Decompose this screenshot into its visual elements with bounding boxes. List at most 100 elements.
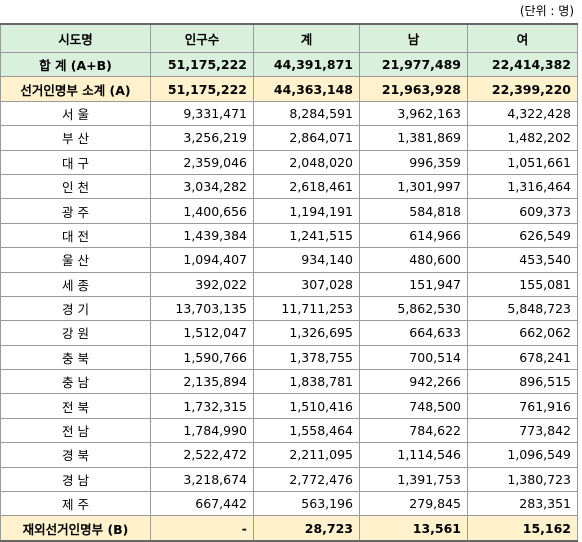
number-cell: 563,196 <box>253 491 360 517</box>
number-cell: 1,732,315 <box>150 393 254 419</box>
table-row: 서 울 9,331,471 8,284,591 3,962,163 4,322,428 <box>0 100 578 127</box>
number-cell: 1,391,753 <box>359 466 468 493</box>
region-cell: 대 구 <box>0 149 151 175</box>
table-header: 시도명 인구수 계 남 여 <box>0 23 578 53</box>
number-cell: 392,022 <box>150 271 254 297</box>
region-cell: 경 남 <box>0 466 151 493</box>
header-cell: 남 <box>359 23 468 53</box>
number-cell: 700,514 <box>359 344 468 371</box>
number-cell: 307,028 <box>253 271 360 297</box>
region-cell: 대 전 <box>0 222 151 249</box>
unit-note: (단위 : 명) <box>519 4 574 18</box>
number-cell: 2,864,071 <box>253 125 360 151</box>
table-row: 광 주 1,400,656 1,194,191 584,818 609,373 <box>0 198 578 224</box>
number-cell: 1,114,546 <box>359 442 468 468</box>
number-cell: 1,051,661 <box>467 149 578 175</box>
number-cell: 28,723 <box>253 515 360 542</box>
number-cell: 8,284,591 <box>253 100 360 127</box>
region-cell: 울 산 <box>0 247 151 273</box>
number-cell: 2,522,472 <box>150 442 254 468</box>
number-cell: 662,062 <box>467 320 578 346</box>
number-cell: 748,500 <box>359 393 468 419</box>
number-cell: 2,135,894 <box>150 369 254 395</box>
number-cell: 51,175,222 <box>150 76 254 102</box>
number-cell: 22,399,220 <box>467 76 578 102</box>
number-cell: 13,561 <box>359 515 468 542</box>
number-cell: 5,848,723 <box>467 295 578 322</box>
region-cell: 합 계 (A+B) <box>0 51 151 78</box>
population-table: 시도명 인구수 계 남 여 합 계 (A+B) 51,175,222 44,391,871 2… <box>0 23 578 542</box>
number-cell: 1,784,990 <box>150 417 254 444</box>
number-cell: 2,211,095 <box>253 442 360 468</box>
header-cell: 여 <box>467 23 578 53</box>
number-cell: 1,590,766 <box>150 344 254 371</box>
number-cell: 3,256,219 <box>150 125 254 151</box>
number-cell: 584,818 <box>359 198 468 224</box>
region-cell: 재외선거인명부 (B) <box>0 515 151 542</box>
number-cell: 1,301,997 <box>359 173 468 200</box>
header-cell: 계 <box>253 23 360 53</box>
number-cell: 2,048,020 <box>253 149 360 175</box>
number-cell: 51,175,222 <box>150 51 254 78</box>
number-cell: 1,838,781 <box>253 369 360 395</box>
number-cell: 1,241,515 <box>253 222 360 249</box>
header-row: 시도명 인구수 계 남 여 <box>0 23 578 53</box>
region-cell: 강 원 <box>0 320 151 346</box>
number-cell: 626,549 <box>467 222 578 249</box>
header-cell: 인구수 <box>150 23 254 53</box>
number-cell: 15,162 <box>467 515 578 542</box>
table-row: 경 기 13,703,135 11,711,253 5,862,530 5,848,72… <box>0 295 578 322</box>
number-cell: 1,194,191 <box>253 198 360 224</box>
table-row: 전 북 1,732,315 1,510,416 748,500 761,916 <box>0 393 578 419</box>
number-cell: 2,359,046 <box>150 149 254 175</box>
number-cell: 283,351 <box>467 491 578 517</box>
number-cell: 21,977,489 <box>359 51 468 78</box>
table-row: 선거인명부 소계 (A) 51,175,222 44,363,148 21,963,9… <box>0 76 578 102</box>
table-row: 세 종 392,022 307,028 151,947 155,081 <box>0 271 578 297</box>
region-cell: 경 기 <box>0 295 151 322</box>
number-cell: 934,140 <box>253 247 360 273</box>
number-cell: 1,381,869 <box>359 125 468 151</box>
number-cell: 678,241 <box>467 344 578 371</box>
number-cell: 2,618,461 <box>253 173 360 200</box>
number-cell: 1,482,202 <box>467 125 578 151</box>
table-row: 재외선거인명부 (B) -28,723 13,561 15,162 <box>0 515 578 542</box>
number-cell: 996,359 <box>359 149 468 175</box>
number-cell: 1,094,407 <box>150 247 254 273</box>
table-row: 충 남 2,135,894 1,838,781 942,266 896,515 <box>0 369 578 395</box>
region-cell: 전 남 <box>0 417 151 444</box>
number-cell: 942,266 <box>359 369 468 395</box>
number-cell: - <box>150 515 254 542</box>
number-cell: 1,380,723 <box>467 466 578 493</box>
number-cell: 1,439,384 <box>150 222 254 249</box>
number-cell: 1,400,656 <box>150 198 254 224</box>
number-cell: 2,772,476 <box>253 466 360 493</box>
region-cell: 부 산 <box>0 125 151 151</box>
number-cell: 1,316,464 <box>467 173 578 200</box>
table-body: 합 계 (A+B) 51,175,222 44,391,871 21,977,489 2… <box>0 51 578 542</box>
number-cell: 151,947 <box>359 271 468 297</box>
number-cell: 21,963,928 <box>359 76 468 102</box>
region-cell: 광 주 <box>0 198 151 224</box>
table-row: 경 남 3,218,674 2,772,476 1,391,753 1,380,723 <box>0 466 578 493</box>
header-cell: 시도명 <box>0 23 151 53</box>
number-cell: 3,218,674 <box>150 466 254 493</box>
region-cell: 전 북 <box>0 393 151 419</box>
table-row: 인 천 3,034,282 2,618,461 1,301,997 1,316,464 <box>0 173 578 200</box>
table-row: 충 북 1,590,766 1,378,755 700,514 678,241 <box>0 344 578 371</box>
number-cell: 667,442 <box>150 491 254 517</box>
number-cell: 761,916 <box>467 393 578 419</box>
number-cell: 1,378,755 <box>253 344 360 371</box>
number-cell: 784,622 <box>359 417 468 444</box>
number-cell: 664,633 <box>359 320 468 346</box>
number-cell: 1,510,416 <box>253 393 360 419</box>
table-row: 대 구 2,359,046 2,048,020 996,359 1,051,661 <box>0 149 578 175</box>
number-cell: 4,322,428 <box>467 100 578 127</box>
number-cell: 9,331,471 <box>150 100 254 127</box>
number-cell: 44,363,148 <box>253 76 360 102</box>
region-cell: 선거인명부 소계 (A) <box>0 76 151 102</box>
number-cell: 11,711,253 <box>253 295 360 322</box>
region-cell: 경 북 <box>0 442 151 468</box>
number-cell: 5,862,530 <box>359 295 468 322</box>
